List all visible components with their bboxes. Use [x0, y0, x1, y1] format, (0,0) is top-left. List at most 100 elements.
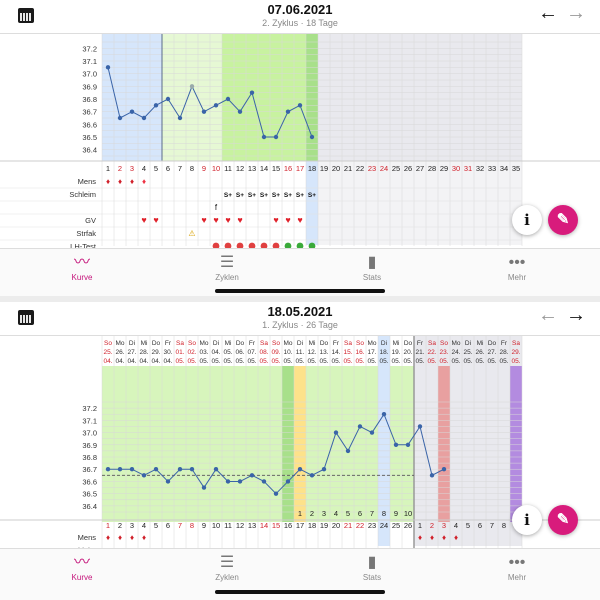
- date-label: 19.: [391, 349, 400, 356]
- schleim-mark: S+: [272, 192, 280, 199]
- post-ovulation-count: 3: [322, 509, 326, 518]
- day-label: 22: [356, 521, 364, 530]
- tab-label: Mehr: [507, 273, 527, 282]
- calendar-icon[interactable]: [18, 310, 34, 325]
- day-label: 4: [142, 164, 146, 173]
- day-label: 16: [284, 164, 292, 173]
- tab-label: Kurve: [71, 273, 93, 282]
- edit-button[interactable]: ✎: [548, 505, 578, 535]
- month-label: 05.: [271, 358, 280, 365]
- month-label: 05.: [487, 358, 496, 365]
- info-button[interactable]: i: [512, 505, 542, 535]
- y-tick-label: 37.1: [82, 416, 97, 425]
- date-label: 15.: [343, 349, 352, 356]
- date-label: 16.: [355, 349, 364, 356]
- info-button[interactable]: i: [512, 205, 542, 235]
- month-label: 04.: [127, 358, 136, 365]
- day-label: 15: [272, 521, 280, 530]
- tab-mehr[interactable]: ••• Mehr: [477, 249, 557, 282]
- date-label: 09.: [271, 349, 280, 356]
- mens-drop: ♦: [142, 533, 146, 542]
- date-label: 08.: [259, 349, 268, 356]
- top-header: 18.05.2021 1. Zyklus · 26 Tage ← →: [0, 302, 600, 336]
- temperature-chart[interactable]: 37.237.137.036.936.836.736.636.536.41 2 3 4…: [0, 34, 600, 248]
- date-label: 30.: [163, 349, 172, 356]
- mens-drop: ♦: [442, 533, 446, 542]
- next-arrow-icon[interactable]: →: [566, 2, 586, 24]
- lh-negative-icon: [248, 242, 256, 248]
- month-label: 05.: [427, 358, 436, 365]
- tab-label: Zyklen: [215, 273, 239, 282]
- month-label: 05.: [343, 358, 352, 365]
- day-label: 26: [404, 521, 412, 530]
- edit-button[interactable]: ✎: [548, 205, 578, 235]
- zone-fertile-high: [222, 34, 306, 161]
- date-label: 12.: [307, 349, 316, 356]
- day-label: 3: [442, 521, 446, 530]
- month-label: 05.: [199, 358, 208, 365]
- y-tick-label: 36.9: [82, 441, 97, 450]
- temperature-point: [189, 84, 195, 89]
- temperature-point: [213, 103, 219, 108]
- gv-heart: ♥: [153, 215, 158, 225]
- day-label: 5: [466, 521, 470, 530]
- day-label: 8: [502, 521, 506, 530]
- page-title: 18.05.2021: [267, 304, 333, 319]
- month-label: 05.: [463, 358, 472, 365]
- more-icon: •••: [508, 254, 526, 271]
- month-label: 04.: [151, 358, 160, 365]
- row-label: Mens: [78, 533, 97, 542]
- temperature-point: [141, 473, 147, 478]
- temperature-point: [105, 467, 111, 472]
- next-arrow-icon[interactable]: →: [566, 304, 586, 326]
- month-label: 05.: [211, 358, 220, 365]
- top-header: 07.06.2021 2. Zyklus · 18 Tage ← →: [0, 0, 600, 34]
- weekday-label: Di: [129, 340, 135, 347]
- temperature-chart[interactable]: So25.04.Mo26.04.Di27.04.Mi28.04.Do29.04.…: [0, 336, 600, 550]
- schleim-mark: S+: [236, 192, 244, 199]
- month-label: 05.: [259, 358, 268, 365]
- day-label: 23: [368, 521, 376, 530]
- post-ovulation-count: 5: [346, 509, 350, 518]
- post-ovulation-count: 2: [310, 509, 314, 518]
- prev-arrow-icon[interactable]: ←: [538, 304, 558, 326]
- tab-zyklen[interactable]: ☰ Zyklen: [187, 249, 267, 282]
- prev-arrow-icon[interactable]: ←: [538, 2, 558, 24]
- y-tick-label: 36.5: [82, 133, 97, 142]
- schleim-mark: S+: [260, 192, 268, 199]
- month-label: 05.: [511, 358, 520, 365]
- temperature-point: [393, 442, 399, 447]
- day-label: 10: [212, 164, 220, 173]
- day-label: 19: [320, 521, 328, 530]
- calendar-icon[interactable]: [18, 8, 34, 23]
- date-label: 06.: [235, 349, 244, 356]
- day-label: 33: [488, 164, 496, 173]
- month-label: 05.: [187, 358, 196, 365]
- tab-kurve[interactable]: 〰 Kurve: [42, 249, 122, 282]
- date-label: 29.: [511, 349, 520, 356]
- tab-stats[interactable]: ▮ Stats: [332, 549, 412, 582]
- date-label: 24.: [451, 349, 460, 356]
- tab-mehr[interactable]: ••• Mehr: [477, 549, 557, 582]
- tab-zyklen[interactable]: ☰ Zyklen: [187, 549, 267, 582]
- month-label: 04.: [103, 358, 112, 365]
- tab-stats[interactable]: ▮ Stats: [332, 249, 412, 282]
- day-label: 25: [392, 521, 400, 530]
- day-label: 5: [154, 164, 158, 173]
- lh-negative-icon: [260, 242, 268, 248]
- day-label: 4: [142, 521, 146, 530]
- lh-negative-icon: [224, 242, 232, 248]
- tab-kurve[interactable]: 〰 Kurve: [42, 549, 122, 582]
- zone-today: [306, 34, 318, 161]
- date-label: 25.: [463, 349, 472, 356]
- day-label: 10: [212, 521, 220, 530]
- date-label: 27.: [487, 349, 496, 356]
- y-tick-label: 36.4: [82, 502, 97, 511]
- temperature-point: [237, 479, 243, 484]
- temperature-point: [345, 448, 351, 454]
- row-label: Mens: [78, 177, 97, 186]
- month-label: 05.: [403, 358, 412, 365]
- weekday-label: Sa: [176, 340, 184, 347]
- temperature-point: [237, 109, 243, 114]
- mens-drop: ♦: [454, 533, 458, 542]
